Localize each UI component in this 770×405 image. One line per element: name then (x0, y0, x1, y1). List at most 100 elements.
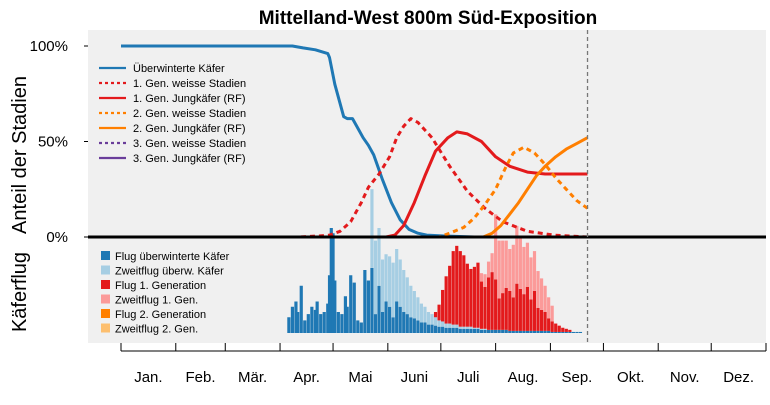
flight-bar (465, 326, 469, 329)
flight-bar (568, 329, 572, 332)
flight-bar (494, 279, 498, 330)
flight-bar (448, 327, 452, 333)
flight-bar (483, 274, 487, 287)
flight-bar (539, 278, 544, 310)
flight-bar (469, 328, 473, 333)
flight-bar (564, 328, 568, 332)
legend-bottom-swatch (101, 294, 110, 304)
x-tick-label: Okt. (617, 369, 645, 386)
flight-bar (532, 291, 537, 331)
x-tick-label: Mär. (238, 369, 267, 386)
flight-bar (359, 322, 363, 333)
flight-bar (402, 270, 406, 312)
flight-bar (462, 328, 466, 333)
flight-bar (497, 298, 501, 330)
x-tick-label: Juli (457, 369, 480, 386)
flight-bar (388, 306, 392, 333)
flight-bar (391, 317, 395, 333)
legend-bottom: Flug überwinterte Käfer Zweitflug überw. … (101, 251, 230, 336)
flight-bar (412, 318, 416, 333)
flight-bar (476, 328, 480, 333)
flight-bar (419, 303, 424, 323)
flight-bar (416, 320, 420, 333)
flight-bar (568, 331, 572, 333)
flight-bar (511, 297, 515, 331)
flight-bar (543, 312, 547, 331)
flight-bar (504, 240, 508, 288)
flight-bar (525, 330, 530, 333)
legend-bottom-label: Flug überwinterte Käfer (115, 251, 230, 263)
flight-bar (564, 331, 568, 333)
flight-bar (327, 275, 332, 333)
flight-bar (451, 251, 455, 325)
flight-bar (373, 314, 378, 333)
flight-bar (543, 330, 547, 333)
flight-bar (539, 309, 544, 331)
flight-bar (433, 312, 438, 318)
flight-bar (384, 301, 388, 333)
flight-bar (550, 331, 554, 333)
legend-bottom-label: Zweitflug 1. Gen. (115, 295, 198, 307)
x-tick-label: Dez. (723, 369, 754, 386)
flight-bar (444, 327, 448, 333)
flight-bar (529, 299, 533, 331)
series-line (121, 130, 588, 239)
flight-bar (515, 283, 519, 331)
flight-bar (430, 324, 434, 333)
legend-bottom-swatch (101, 309, 110, 318)
flight-bar (476, 262, 480, 328)
flight-bar (550, 321, 554, 332)
flight-bar (490, 329, 494, 333)
flight-bar (433, 317, 438, 326)
flight-bar (462, 255, 466, 327)
flight-bar (472, 266, 477, 328)
flight-bar (525, 242, 530, 287)
legend-bottom-swatch (101, 265, 110, 275)
series-line (121, 117, 588, 239)
flight-bar (529, 257, 533, 300)
flight-bar (561, 327, 565, 332)
flight-bar (315, 301, 319, 333)
flight-bar (479, 273, 484, 282)
flight-bar (437, 320, 441, 327)
flight-bar (490, 272, 494, 330)
legend-bottom-swatch (101, 323, 110, 333)
flight-bar (370, 267, 374, 333)
flight-bar (550, 305, 554, 322)
legend-bottom-label: Flug 2. Generation (115, 309, 206, 321)
flight-bar (380, 259, 385, 312)
flight-bar (536, 271, 540, 308)
flight-bar (345, 306, 349, 333)
flight-bar (409, 285, 413, 318)
flight-bar (290, 306, 295, 333)
flight-bar (472, 328, 477, 333)
flight-bar (377, 285, 381, 333)
flight-bar (303, 320, 307, 333)
flight-bar (508, 291, 512, 331)
flight-bar (319, 314, 323, 333)
x-tick-label: Aug. (508, 369, 539, 386)
x-axis: Jan. Feb. Mär. Apr. Mai Juni Juli Aug. Sep. Okt. N… (120, 343, 767, 386)
flight-bar (469, 268, 473, 327)
flight-bar (384, 254, 388, 302)
flight-bar (532, 330, 537, 333)
flight-bar (426, 312, 431, 325)
flight-bar (455, 245, 459, 325)
flight-bar (469, 326, 473, 329)
flight-bar (426, 324, 431, 333)
flight-bar (515, 330, 519, 333)
flight-bar (437, 304, 441, 321)
flight-bar (349, 275, 353, 333)
flight-bar (472, 327, 477, 329)
flight-bar (402, 312, 406, 333)
x-tick-label: Apr. (293, 369, 320, 386)
legend-bottom-swatch (101, 251, 110, 260)
flight-bar (287, 317, 291, 333)
legend-bottom-label: Flug 1. Generation (115, 280, 206, 292)
flight-bar (536, 307, 540, 331)
y-axis-label-top: Anteil der Stadien (9, 76, 31, 234)
flight-bar (352, 282, 356, 333)
flight-bar (554, 323, 558, 332)
x-tick-label: Feb. (186, 369, 216, 386)
